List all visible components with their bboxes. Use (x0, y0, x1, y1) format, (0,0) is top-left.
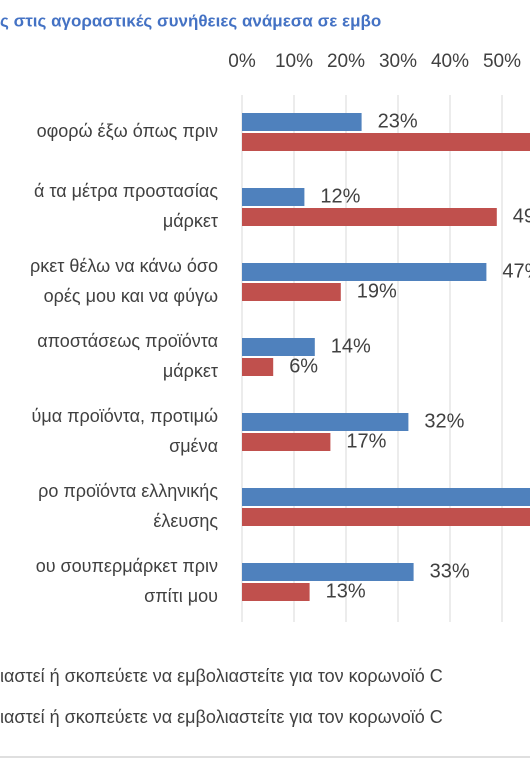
bar (242, 433, 331, 451)
x-tick-label: 50% (483, 51, 521, 72)
category-label: ου σουπερμάρκετ πριν (36, 556, 218, 576)
data-label: 23% (378, 110, 418, 132)
category-label: ορές μου και να φύγω (44, 286, 218, 306)
data-label: 33% (430, 560, 470, 582)
legend-label: ιαστεί ή σκοπεύετε να εμβολιαστείτε για … (0, 666, 443, 686)
bar (242, 358, 274, 376)
data-label: 32% (424, 410, 464, 432)
x-tick-label: 30% (379, 51, 417, 72)
data-label: 6% (289, 355, 318, 377)
data-label: 13% (326, 580, 366, 602)
chart-title: ς στις αγοραστικές συνήθειες ανάμεσα σε … (0, 11, 381, 30)
category-label: σπίτι μου (144, 586, 218, 606)
bar (242, 583, 310, 601)
category-label: ρο προϊόντα ελληνικής (38, 481, 218, 501)
bar (242, 263, 487, 281)
bar (242, 563, 414, 581)
x-tick-label: 10% (275, 51, 313, 72)
bar (242, 188, 305, 206)
category-label: έλευσης (153, 511, 218, 531)
category-label: οφορώ έξω όπως πριν (37, 121, 218, 141)
bar (242, 488, 530, 506)
data-label: 49% (513, 205, 530, 227)
data-label: 19% (357, 280, 397, 302)
data-label: 47% (502, 260, 530, 282)
category-label: σμένα (169, 436, 218, 456)
bar (242, 113, 362, 131)
x-tick-label: 0% (228, 51, 256, 72)
category-label: μάρκετ (163, 361, 218, 381)
bar (242, 508, 530, 526)
data-label: 17% (346, 430, 386, 452)
category-label: αποστάσεως προϊόντα (37, 331, 218, 351)
x-tick-label: 20% (327, 51, 365, 72)
bar (242, 338, 315, 356)
category-label: μάρκετ (163, 211, 218, 231)
category-label: ά τα μέτρα προστασίας (34, 181, 218, 201)
x-tick-label: 40% (431, 51, 469, 72)
bar (242, 283, 341, 301)
bar (242, 208, 497, 226)
bar (242, 133, 530, 151)
data-label: 14% (331, 335, 371, 357)
bar (242, 413, 409, 431)
category-label: ρκετ θέλω να κάνω όσο (30, 256, 218, 276)
legend-label: ιαστεί ή σκοπεύετε να εμβολιαστείτε για … (0, 707, 443, 727)
data-label: 12% (320, 185, 360, 207)
category-label: ύμα προϊόντα, προτιμώ (31, 406, 218, 426)
